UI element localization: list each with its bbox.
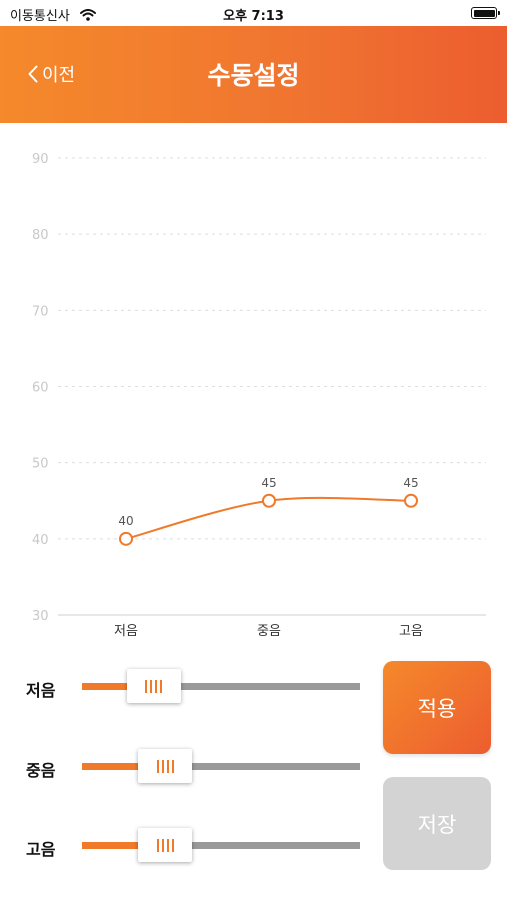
slider-label-treble: 고음 xyxy=(26,840,56,859)
slider-track-treble[interactable] xyxy=(82,842,360,849)
slider-thumb-bass[interactable] xyxy=(126,669,181,703)
eq-line-chart: 30 40 50 60 70 80 90 저음 중음 고음 40 45 45 xyxy=(32,152,486,639)
page-title: 수동설정 xyxy=(207,61,300,90)
chart-data-label: 40 xyxy=(118,514,133,528)
save-button[interactable]: 저장 xyxy=(383,777,491,870)
chart-y-tick: 80 xyxy=(32,228,49,243)
chart-y-tick: 30 xyxy=(32,609,49,624)
slider-label-mid: 중음 xyxy=(26,761,56,780)
slider-row-treble: 고음 xyxy=(0,826,370,866)
status-bar: 이동통신사 오후 7:13 xyxy=(0,0,507,26)
status-time: 오후 7:13 xyxy=(223,9,284,24)
slider-row-mid: 중음 xyxy=(0,747,370,787)
back-label: 이전 xyxy=(42,65,76,86)
battery-icon xyxy=(471,7,500,19)
chart-point xyxy=(119,531,133,546)
chart-y-tick: 90 xyxy=(32,152,49,167)
slider-label-bass: 저음 xyxy=(26,681,56,700)
back-button[interactable]: 이전 xyxy=(28,61,75,87)
slider-track-mid[interactable] xyxy=(82,763,360,770)
chart-y-tick: 50 xyxy=(32,457,49,472)
slider-thumb-treble[interactable] xyxy=(138,828,193,862)
slider-fill-mid xyxy=(82,763,159,770)
chart-point xyxy=(404,493,418,508)
chart-x-tick: 저음 xyxy=(114,624,138,639)
chart-data-label: 45 xyxy=(403,476,418,490)
chart-point xyxy=(262,493,276,508)
slider-fill-treble xyxy=(82,842,159,849)
header-bar: 이전 수동설정 xyxy=(0,26,507,123)
slider-thumb-mid[interactable] xyxy=(138,749,193,783)
chart-y-tick: 60 xyxy=(32,381,49,396)
slider-track-bass[interactable] xyxy=(82,683,360,690)
chart-x-tick: 고음 xyxy=(399,624,423,639)
wifi-icon xyxy=(80,6,96,25)
chevron-left-icon xyxy=(28,65,38,83)
chart-y-tick: 70 xyxy=(32,304,49,319)
slider-fill-bass xyxy=(82,683,147,690)
chart-y-tick: 40 xyxy=(32,533,49,548)
slider-row-bass: 저음 xyxy=(0,667,370,707)
chart-x-tick: 중음 xyxy=(257,624,281,639)
apply-button[interactable]: 적용 xyxy=(383,661,491,754)
carrier-name: 이동통신사 xyxy=(10,9,70,24)
chart-data-label: 45 xyxy=(261,476,276,490)
